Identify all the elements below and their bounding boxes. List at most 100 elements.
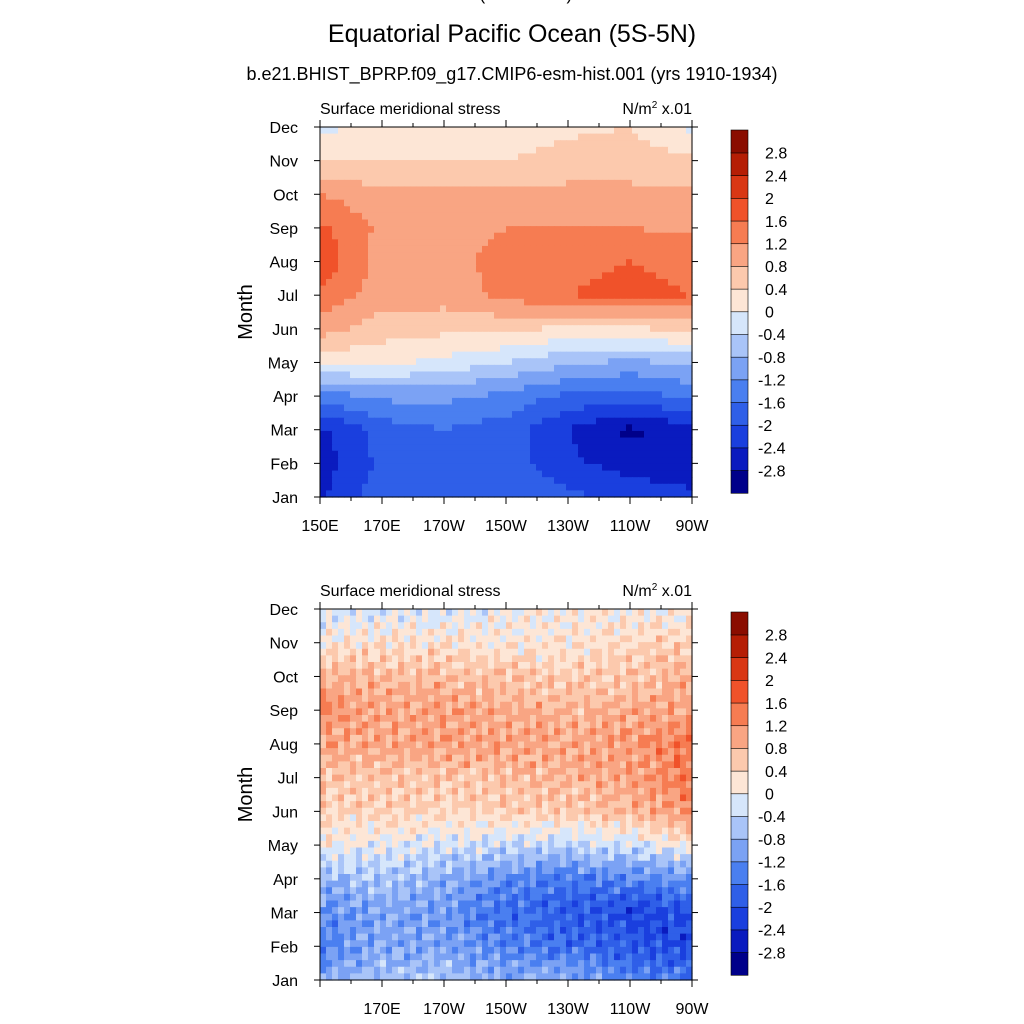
heatmap-cell (638, 252, 645, 260)
heatmap-cell (506, 695, 513, 703)
heatmap-cell (596, 245, 603, 254)
heatmap-cell (320, 384, 327, 392)
heatmap-cell (422, 140, 429, 148)
heatmap-cell (464, 622, 471, 630)
heatmap-cell (590, 160, 597, 168)
heatmap-cell (680, 609, 687, 617)
heatmap-cell (668, 648, 675, 656)
heatmap-cell (458, 450, 465, 458)
heatmap-cell (500, 206, 507, 214)
heatmap-cell (476, 272, 483, 280)
heatmap-cell (566, 358, 573, 366)
heatmap-cell (524, 345, 531, 353)
heatmap-cell (350, 285, 357, 293)
heatmap-cell (608, 397, 615, 406)
heatmap-cell (674, 331, 681, 340)
heatmap-cell (554, 153, 561, 161)
heatmap-cell (524, 483, 531, 491)
heatmap-cell (632, 397, 639, 406)
heatmap-cell (674, 378, 681, 386)
heatmap-cell (494, 351, 501, 359)
heatmap-cell (668, 278, 675, 287)
heatmap-cell (386, 212, 393, 221)
heatmap-cell (392, 695, 399, 703)
heatmap-cell (488, 325, 495, 333)
heatmap-cell (392, 364, 399, 373)
heatmap-cell (584, 298, 591, 306)
heatmap-cell (506, 424, 513, 432)
heatmap-cell (452, 701, 459, 709)
heatmap-cell (320, 681, 327, 690)
heatmap-cell (398, 312, 405, 320)
heatmap-cell (458, 166, 465, 174)
heatmap-cell (326, 166, 333, 174)
heatmap-cell (428, 331, 435, 340)
heatmap-cell (548, 741, 555, 749)
heatmap-cell (440, 232, 447, 240)
heatmap-cell (548, 681, 555, 690)
heatmap-cell (536, 615, 543, 623)
heatmap-cell (320, 417, 327, 425)
heatmap-field (320, 609, 693, 981)
heatmap-cell (626, 675, 633, 683)
heatmap-cell (680, 239, 687, 247)
heatmap-cell (530, 153, 537, 161)
heatmap-cell (542, 345, 549, 353)
heatmap-cell (530, 292, 537, 300)
heatmap-cell (398, 285, 405, 293)
heatmap-cell (500, 490, 507, 498)
heatmap-cell (578, 153, 585, 161)
heatmap-cell (374, 490, 381, 498)
heatmap-cell (404, 397, 411, 406)
heatmap-cell (374, 655, 381, 663)
heatmap-cell (554, 635, 561, 643)
heatmap-cell (632, 675, 639, 683)
heatmap-cell (554, 166, 561, 174)
heatmap-cell (578, 477, 585, 485)
heatmap-cell (638, 721, 645, 729)
heatmap-cell (518, 655, 525, 663)
heatmap-cell (626, 411, 633, 419)
heatmap-cell (350, 133, 357, 141)
heatmap-cell (458, 206, 465, 214)
heatmap-cell (584, 259, 591, 267)
heatmap-cell (584, 483, 591, 491)
heatmap-cell (362, 384, 369, 392)
heatmap-cell (674, 734, 681, 743)
heatmap-cell (470, 715, 477, 723)
heatmap-cell (392, 127, 399, 135)
heatmap-cell (518, 331, 525, 340)
heatmap-cell (536, 695, 543, 703)
heatmap-cell (536, 186, 543, 194)
heatmap-cell (674, 615, 681, 623)
heatmap-cell (584, 463, 591, 472)
heatmap-cell (584, 470, 591, 478)
heatmap-cell (656, 411, 663, 419)
heatmap-cell (644, 331, 651, 340)
heatmap-cell (632, 721, 639, 729)
heatmap-cell (470, 642, 477, 650)
heatmap-cell (572, 417, 579, 425)
heatmap-cell (362, 642, 369, 650)
heatmap-cell (368, 675, 375, 683)
heatmap-cell (452, 741, 459, 749)
heatmap-cell (350, 628, 357, 637)
heatmap-cell (668, 272, 675, 280)
heatmap-cell (440, 642, 447, 650)
heatmap-cell (398, 662, 405, 670)
heatmap-cell (578, 728, 585, 736)
heatmap-cell (476, 748, 483, 756)
heatmap-cell (392, 226, 399, 234)
heatmap-cell (386, 483, 393, 491)
heatmap-cell (380, 265, 387, 273)
heatmap-cell (464, 160, 471, 168)
heatmap-cell (518, 701, 525, 709)
heatmap-cell (320, 252, 327, 260)
heatmap-cell (608, 635, 615, 643)
heatmap-cell (542, 179, 549, 188)
heatmap-cell (548, 688, 555, 696)
heatmap-cell (416, 411, 423, 419)
heatmap-cell (524, 173, 531, 181)
heatmap-cell (380, 166, 387, 174)
heatmap-cell (452, 748, 459, 756)
